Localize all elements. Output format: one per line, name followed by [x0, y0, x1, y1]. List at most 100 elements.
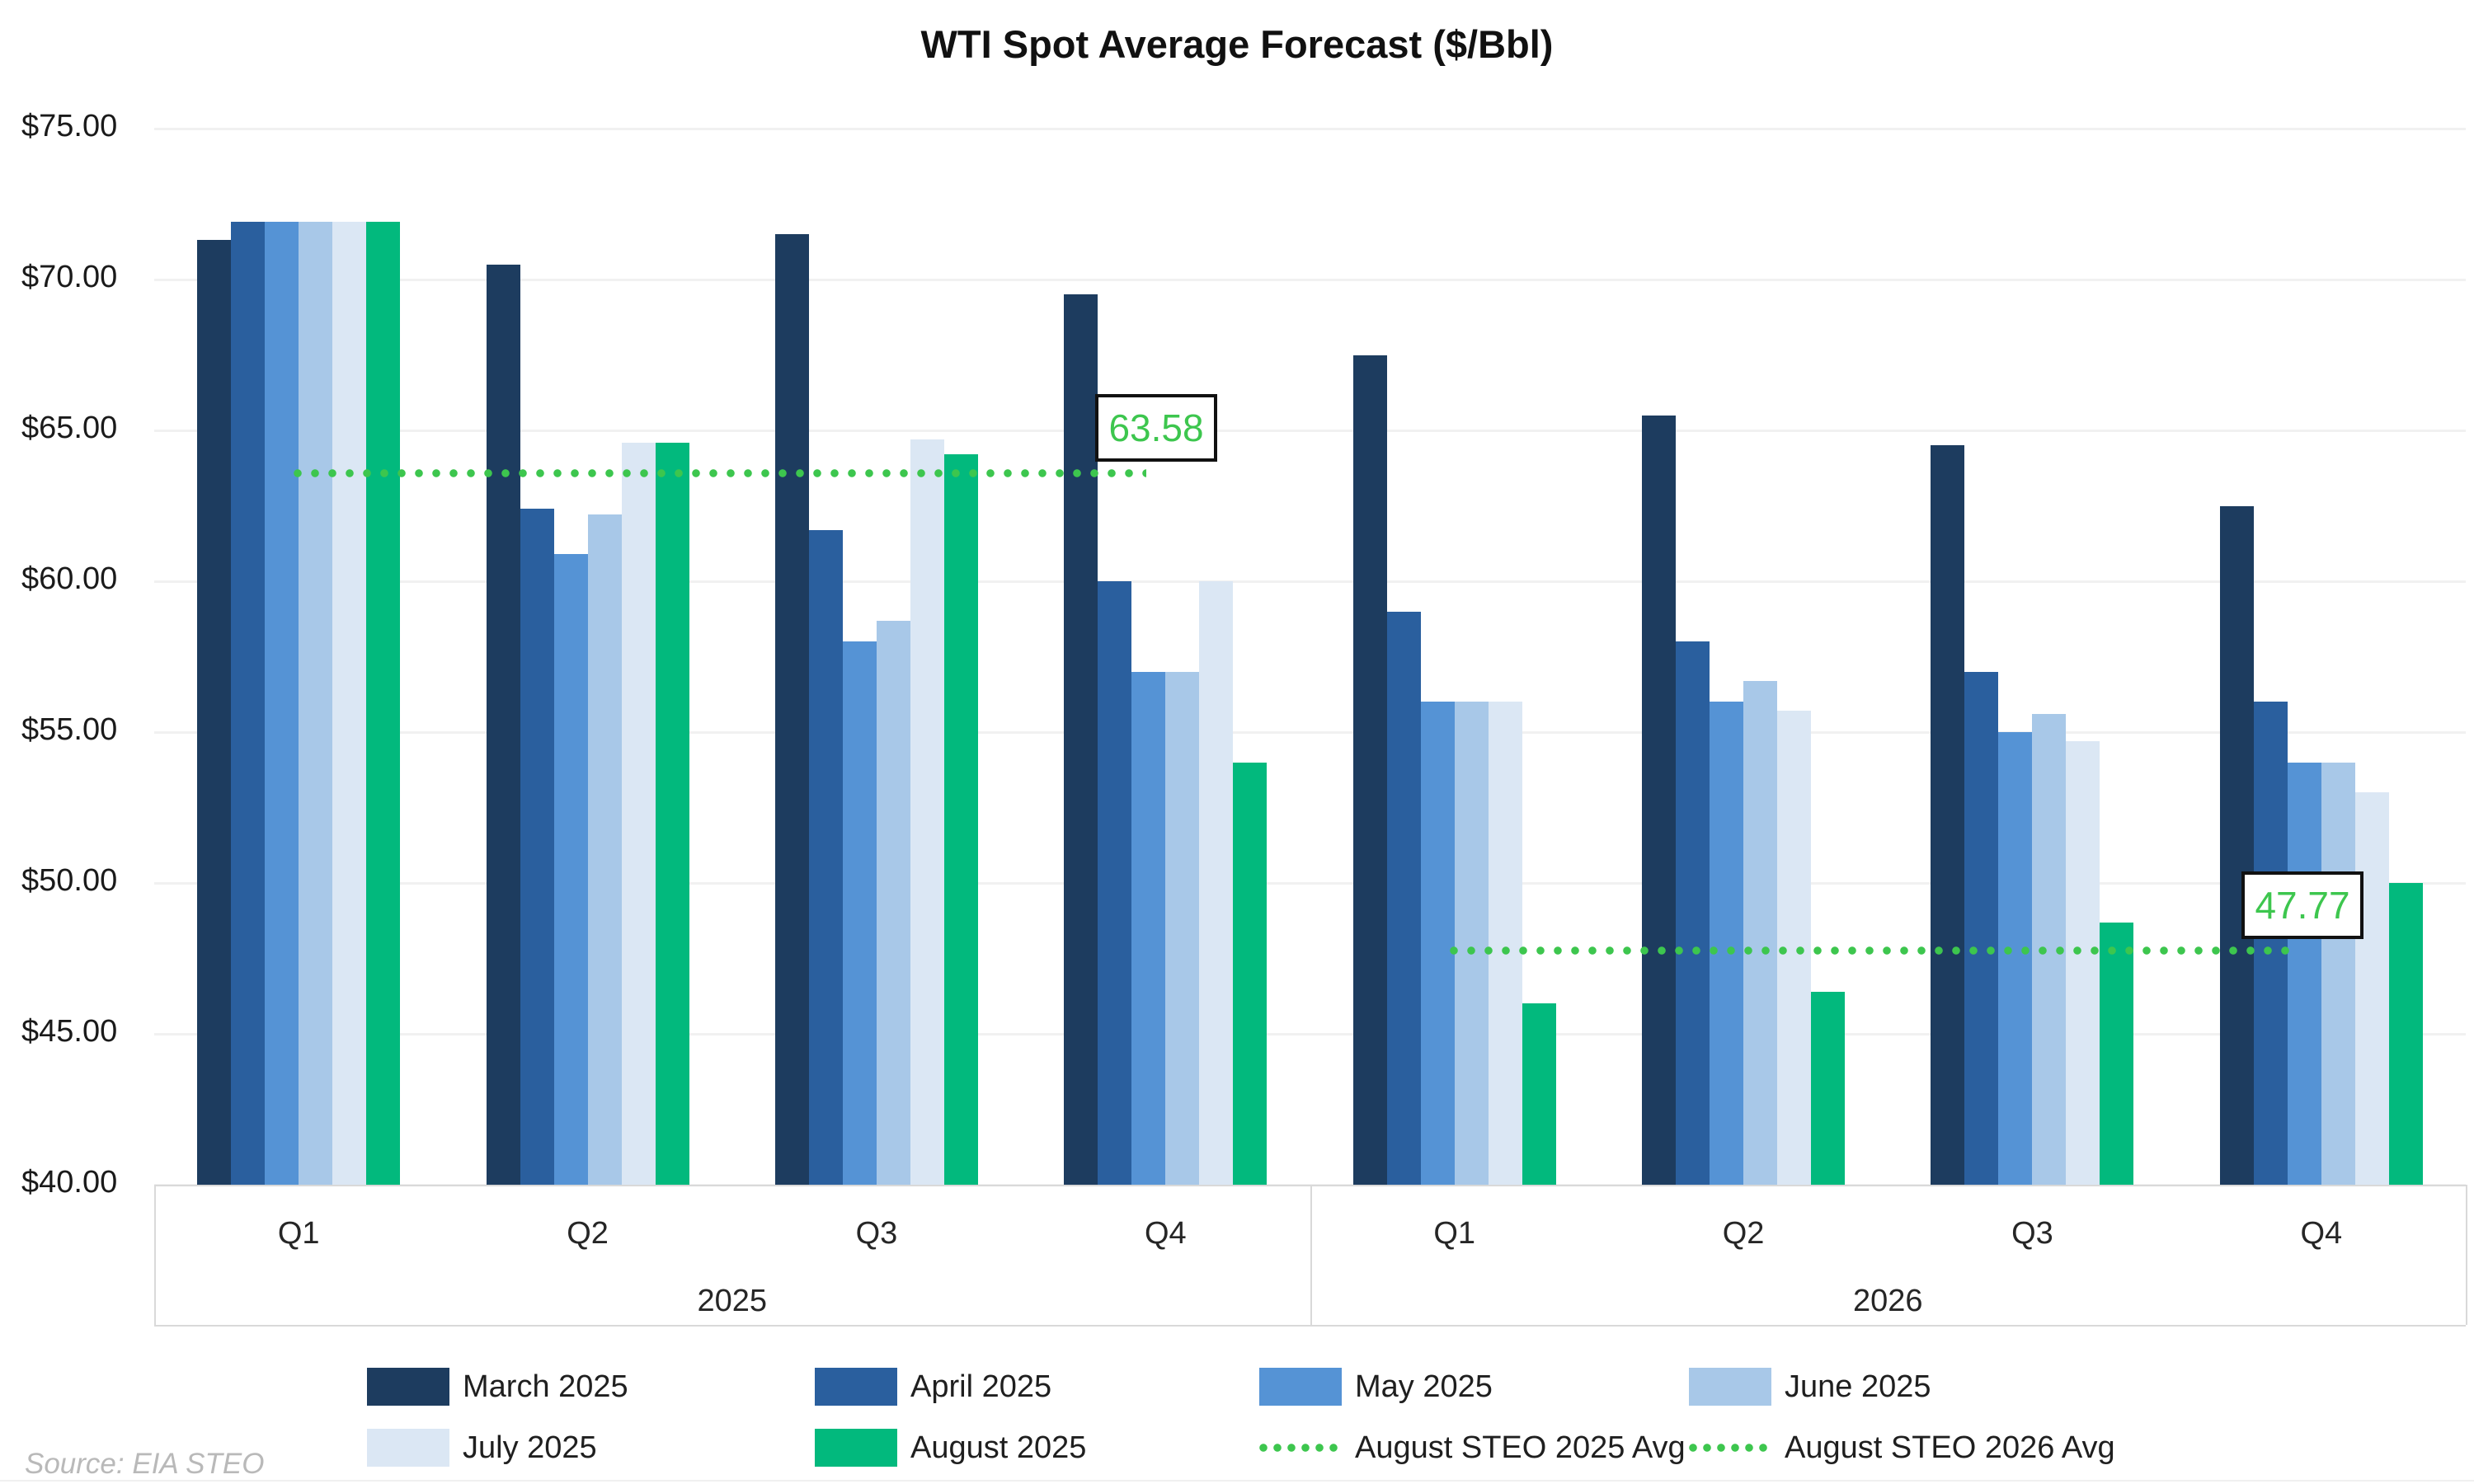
gridline-70: [154, 279, 2466, 281]
legend-dotted-swatch-august-steo-2026-avg: [1689, 1444, 1771, 1452]
bar-june-2025-2025-q1: [299, 222, 333, 1185]
bar-april-2025-2025-q3: [808, 529, 843, 1185]
bar-april-2025-2026-q3: [1964, 671, 1999, 1185]
bar-march-2025-2025-q4: [1064, 294, 1098, 1185]
legend-label-march-2025: March 2025: [463, 1369, 628, 1404]
legend-item-august-2025: August 2025: [815, 1428, 1086, 1468]
legend-dotted-swatch-august-steo-2025-avg: [1259, 1444, 1342, 1452]
avg-label-box-august-steo-2025-avg: 63.58: [1095, 393, 1217, 462]
y-axis-label-75: $75.00: [21, 109, 118, 143]
x-axis-quarter-label-2025-Q2: Q2: [567, 1216, 609, 1251]
bar-july-2025-2025-q4: [1199, 581, 1234, 1185]
y-axis-label-40: $40.00: [21, 1165, 118, 1200]
bar-august-2025-2025-q4: [1233, 762, 1268, 1185]
bar-august-2025-2026-q3: [2100, 922, 2134, 1185]
bar-march-2025-2025-q2: [486, 264, 520, 1185]
bar-june-2025-2026-q4: [2321, 762, 2355, 1185]
bar-march-2025-2025-q1: [197, 240, 232, 1185]
bar-august-2025-2026-q4: [2388, 883, 2423, 1185]
x-axis-quarter-label-2026-Q2: Q2: [1722, 1216, 1765, 1251]
bar-august-2025-2025-q2: [655, 442, 689, 1185]
x-band-divider-2: [2466, 1185, 2467, 1325]
bar-april-2025-2026-q4: [2253, 702, 2288, 1185]
x-axis-year-label-2026: 2026: [1852, 1284, 1923, 1318]
gridline-75: [154, 128, 2466, 130]
x-axis-year-label-2025: 2025: [697, 1284, 768, 1318]
legend-label-august-steo-2025-avg: August STEO 2025 Avg: [1355, 1430, 1686, 1465]
y-axis-label-60: $60.00: [21, 561, 118, 596]
bar-august-2025-2025-q3: [943, 454, 978, 1185]
x-axis-quarter-label-2026-Q4: Q4: [2300, 1216, 2343, 1251]
bottom-divider: [0, 1480, 2474, 1482]
legend-item-may-2025: May 2025: [1259, 1367, 1493, 1407]
y-axis-label-70: $70.00: [21, 260, 118, 294]
avg-line-august-steo-2026-avg: [1450, 946, 2293, 955]
bar-april-2025-2025-q2: [520, 509, 554, 1185]
bar-april-2025-2025-q1: [231, 222, 266, 1185]
x-band-divider-1: [1310, 1185, 1312, 1325]
bar-april-2025-2026-q1: [1386, 611, 1421, 1185]
x-axis-quarter-label-2025-Q4: Q4: [1144, 1216, 1187, 1251]
x-axis-quarter-label-2026-Q3: Q3: [2011, 1216, 2053, 1251]
bar-june-2025-2025-q2: [587, 514, 622, 1185]
bar-july-2025-2025-q3: [910, 439, 944, 1185]
bar-march-2025-2026-q4: [2219, 505, 2254, 1185]
bar-may-2025-2025-q4: [1131, 671, 1166, 1185]
legend-item-august-steo-2025-avg: August STEO 2025 Avg: [1259, 1428, 1686, 1468]
legend-item-august-steo-2026-avg: August STEO 2026 Avg: [1689, 1428, 2115, 1468]
bar-may-2025-2026-q2: [1710, 702, 1744, 1185]
source-note: Source: EIA STEO: [25, 1448, 265, 1480]
legend-label-august-2025: August 2025: [910, 1430, 1087, 1465]
y-axis-label-65: $65.00: [21, 411, 118, 445]
bar-april-2025-2026-q2: [1676, 641, 1710, 1185]
legend-swatch-march-2025: [367, 1368, 449, 1406]
legend-label-may-2025: May 2025: [1355, 1369, 1493, 1404]
bar-july-2025-2025-q2: [621, 442, 656, 1185]
bar-march-2025-2026-q1: [1352, 355, 1387, 1185]
y-axis-label-55: $55.00: [21, 712, 118, 747]
bar-april-2025-2025-q4: [1098, 581, 1132, 1185]
bar-june-2025-2026-q2: [1743, 680, 1778, 1185]
legend-item-april-2025: April 2025: [815, 1367, 1051, 1407]
gridline-45: [154, 1033, 2466, 1036]
legend-swatch-may-2025: [1259, 1368, 1342, 1406]
avg-line-august-steo-2025-avg: [294, 468, 1146, 477]
bar-july-2025-2026-q4: [2354, 792, 2389, 1185]
legend-swatch-april-2025: [815, 1368, 897, 1406]
legend-label-june-2025: June 2025: [1785, 1369, 1931, 1404]
legend-item-march-2025: March 2025: [367, 1367, 628, 1407]
bar-may-2025-2026-q4: [2287, 762, 2321, 1185]
bar-march-2025-2026-q2: [1642, 415, 1677, 1185]
bar-march-2025-2025-q3: [774, 234, 809, 1185]
legend-swatch-june-2025: [1689, 1368, 1771, 1406]
chart-title: WTI Spot Average Forecast ($/Bbl): [920, 22, 1554, 66]
bar-may-2025-2025-q2: [553, 554, 588, 1185]
legend-swatch-july-2025: [367, 1429, 449, 1467]
gridline-55: [154, 731, 2466, 734]
bar-july-2025-2025-q1: [332, 222, 367, 1185]
avg-label-box-august-steo-2026-avg: 47.77: [2241, 871, 2363, 939]
bar-june-2025-2025-q3: [876, 620, 910, 1185]
x-axis-quarter-label-2025-Q3: Q3: [855, 1216, 898, 1251]
bar-august-2025-2026-q1: [1522, 1003, 1556, 1185]
bar-july-2025-2026-q1: [1488, 702, 1522, 1185]
legend-item-july-2025: July 2025: [367, 1428, 597, 1468]
y-axis-label-45: $45.00: [21, 1014, 118, 1049]
bar-june-2025-2026-q1: [1454, 702, 1489, 1185]
x-axis-quarter-label-2025-Q1: Q1: [277, 1216, 320, 1251]
bar-july-2025-2026-q3: [2066, 740, 2100, 1185]
legend-label-july-2025: July 2025: [463, 1430, 597, 1465]
bar-august-2025-2025-q1: [366, 222, 401, 1185]
bar-august-2025-2026-q2: [1811, 991, 1846, 1185]
bar-may-2025-2025-q1: [265, 222, 299, 1185]
gridline-60: [154, 580, 2466, 583]
bar-may-2025-2026-q3: [1998, 732, 2033, 1185]
legend-label-april-2025: April 2025: [910, 1369, 1052, 1404]
x-axis-quarter-label-2026-Q1: Q1: [1433, 1216, 1476, 1251]
bar-june-2025-2025-q4: [1165, 671, 1200, 1185]
x-band-divider-0: [154, 1185, 156, 1325]
y-axis-label-50: $50.00: [21, 863, 118, 898]
gridline-65: [154, 430, 2466, 432]
legend-label-august-steo-2026-avg: August STEO 2026 Avg: [1785, 1430, 2115, 1465]
